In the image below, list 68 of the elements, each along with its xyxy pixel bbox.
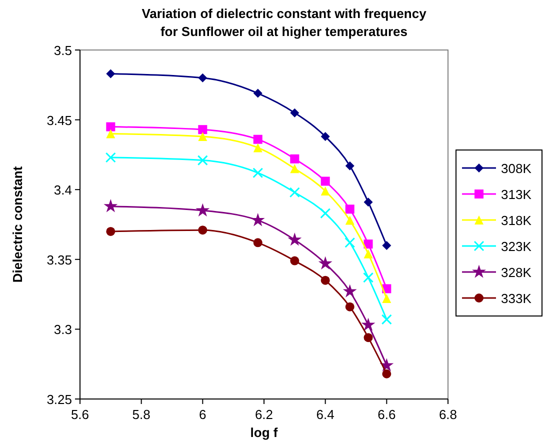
x-tick-label: 6.4 [316, 407, 334, 422]
point [345, 216, 354, 225]
y-tick-label: 3.45 [46, 112, 72, 128]
point [106, 226, 116, 236]
x-tick-label: 6.2 [254, 407, 274, 422]
x-axis-title: log f [250, 425, 278, 440]
point [290, 164, 300, 174]
x-tick-label: 6 [199, 407, 206, 422]
point [250, 213, 265, 226]
point [106, 122, 116, 132]
point [381, 314, 392, 325]
point [364, 333, 373, 342]
point [196, 203, 210, 216]
point [253, 134, 262, 144]
point [106, 69, 116, 78]
legend-label: 313K [501, 187, 532, 202]
point [253, 238, 262, 248]
point [198, 226, 208, 235]
point [344, 237, 356, 248]
legend-label: 333K [501, 291, 532, 306]
point [361, 318, 376, 331]
y-axis-title: Dielectric constant [10, 166, 25, 283]
legend-label: 328K [501, 265, 532, 280]
point [289, 187, 300, 198]
point [320, 176, 330, 186]
y-tick-label: 3.5 [54, 43, 72, 58]
point [345, 204, 354, 214]
x-tick-label: 5.6 [70, 407, 90, 422]
y-tick-label: 3.3 [54, 322, 72, 338]
point [290, 154, 300, 164]
point [290, 256, 300, 266]
point [253, 88, 262, 98]
point [364, 240, 373, 249]
point [363, 272, 374, 283]
point [198, 125, 208, 134]
point [252, 168, 264, 178]
point [320, 208, 331, 219]
point [198, 73, 208, 82]
point [345, 302, 354, 312]
point [320, 132, 330, 142]
legend-label: 323K [501, 239, 532, 254]
point [382, 240, 392, 250]
point [290, 108, 300, 118]
point [364, 198, 373, 207]
x-tick-label: 5.8 [132, 407, 150, 422]
y-tick-label: 3.35 [46, 252, 72, 268]
point [382, 369, 392, 378]
point [320, 186, 330, 196]
point [288, 232, 302, 246]
point [106, 129, 116, 138]
point [320, 276, 330, 285]
x-tick-label: 6.8 [438, 407, 458, 422]
y-tick-label: 3.4 [54, 182, 72, 198]
legend-label: 318K [501, 213, 532, 228]
point [104, 199, 118, 212]
legend-label: 308K [501, 161, 532, 176]
y-tick-label: 3.25 [46, 392, 72, 407]
point [197, 155, 208, 166]
point [198, 132, 208, 142]
point [364, 249, 373, 258]
point [342, 284, 357, 298]
point [382, 294, 392, 303]
point [105, 152, 116, 163]
point [345, 161, 354, 170]
point [253, 143, 262, 152]
chart-title: Variation of dielectric constant with frequency for Sunflower oil at higher temperatures [142, 6, 428, 39]
x-tick-label: 6.6 [378, 407, 396, 422]
point [318, 256, 332, 270]
